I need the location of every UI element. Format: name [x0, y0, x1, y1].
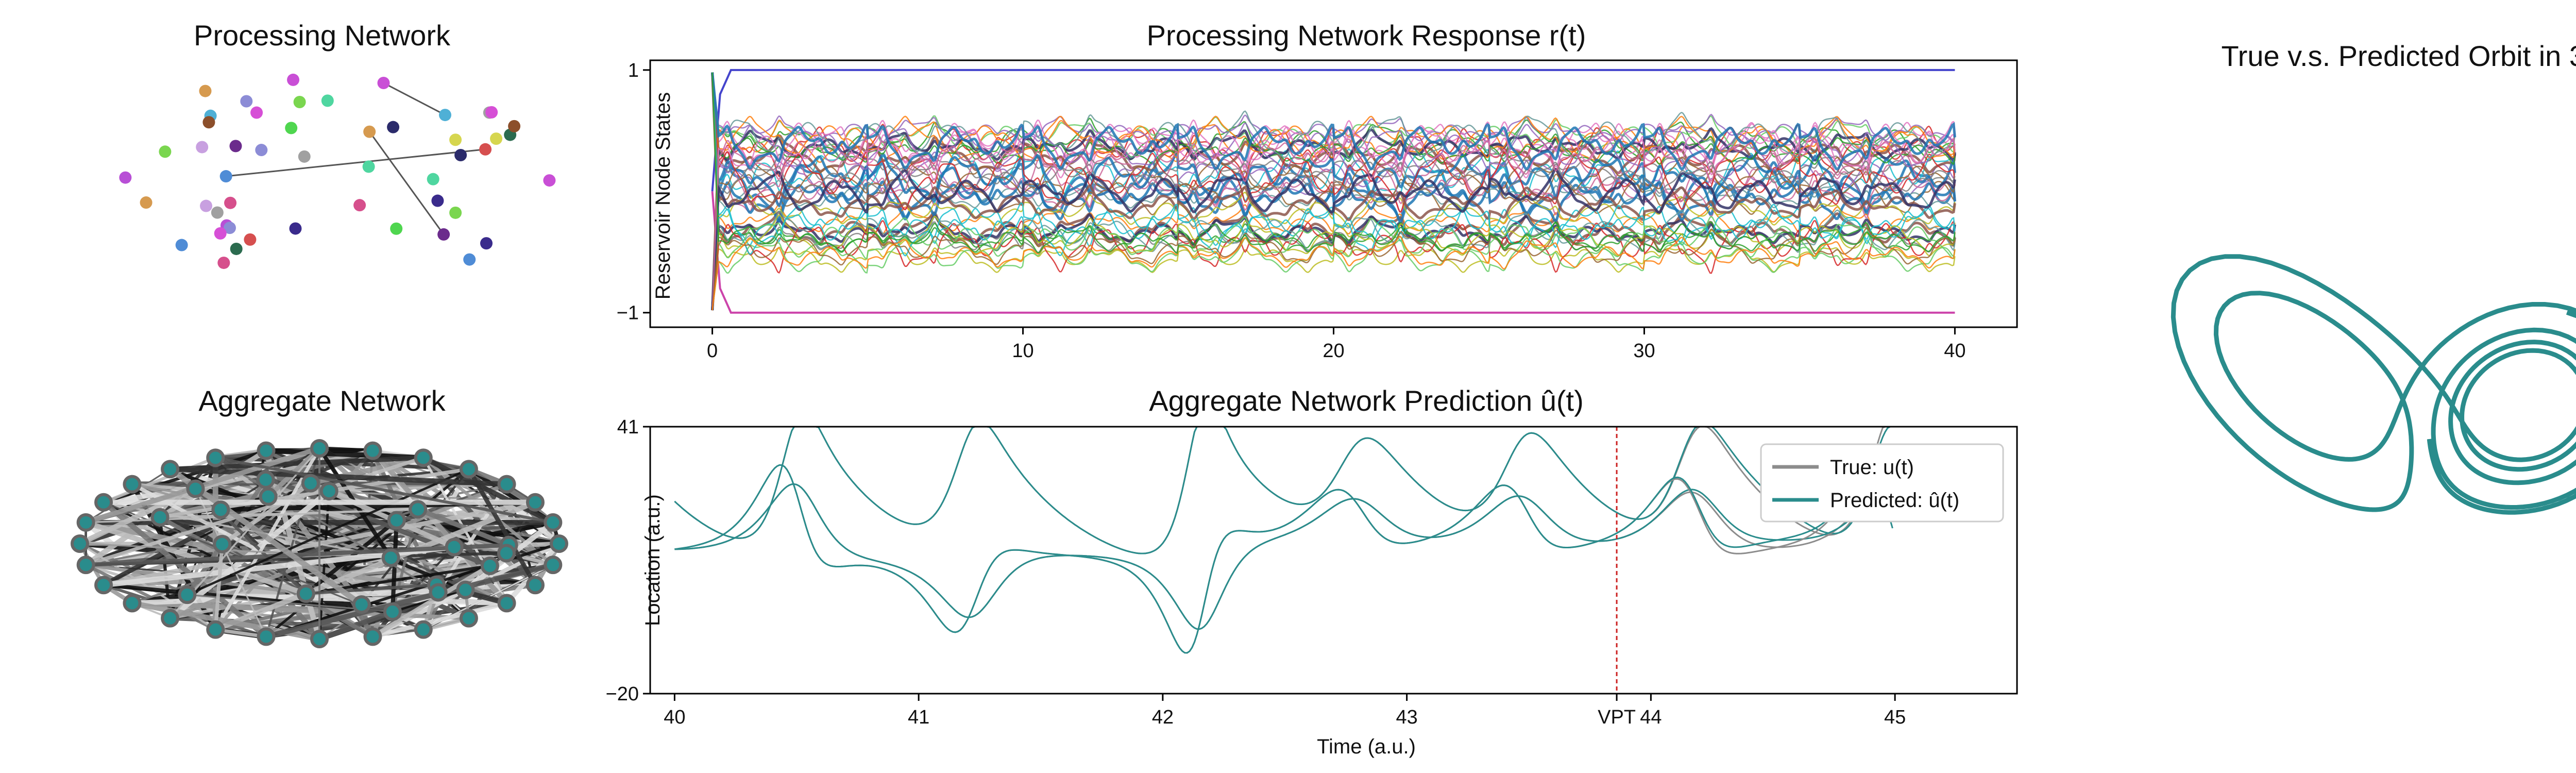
predicted-orbit-line [2173, 257, 2576, 513]
